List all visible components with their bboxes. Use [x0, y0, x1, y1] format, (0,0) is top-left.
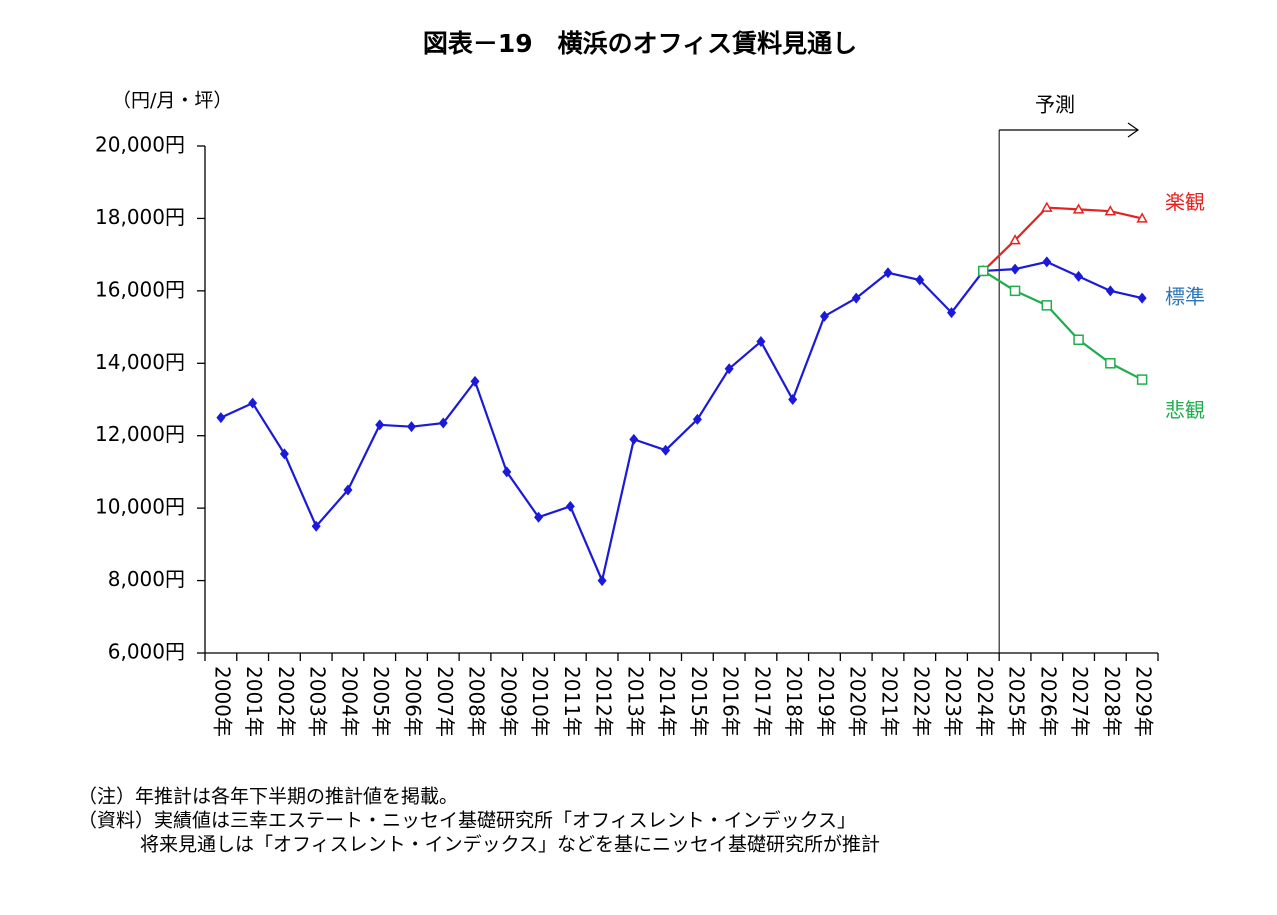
- x-tick-label: 2022年: [909, 666, 933, 737]
- x-tick-label: 2005年: [369, 666, 393, 737]
- x-tick-label: 2000年: [210, 666, 234, 737]
- note: （資料）実績値は三幸エステート・ニッセイ基礎研究所「オフィスレント・インデックス…: [78, 810, 856, 832]
- marker: [1074, 270, 1084, 282]
- x-tick-label: 2011年: [560, 666, 584, 737]
- marker: [1136, 374, 1148, 385]
- y-tick-label: 16,000円: [95, 277, 185, 301]
- x-tick-label: 2010年: [528, 666, 552, 737]
- x-tick-label: 2021年: [877, 666, 901, 737]
- y-tick-label: 8,000円: [108, 567, 185, 591]
- note: （注）年推計は各年下半期の推計値を掲載。: [78, 786, 458, 808]
- y-tick-label: 14,000円: [95, 350, 185, 374]
- series-label: 悲観: [1165, 398, 1205, 422]
- y-tick-label: 18,000円: [95, 205, 185, 229]
- x-tick-label: 2009年: [496, 666, 520, 737]
- y-tick-label: 20,000円: [95, 133, 185, 157]
- marker: [1009, 285, 1021, 297]
- marker: [915, 274, 925, 286]
- x-tick-label: 2020年: [846, 666, 870, 737]
- x-tick-label: 2023年: [941, 666, 965, 737]
- x-tick-label: 2019年: [814, 666, 838, 737]
- marker: [788, 394, 798, 405]
- marker: [311, 520, 321, 532]
- y-tick-label: 12,000円: [95, 422, 185, 446]
- marker: [470, 375, 480, 387]
- marker: [661, 444, 671, 456]
- marker: [1041, 300, 1053, 311]
- marker: [629, 433, 639, 445]
- y-tick-label: 6,000円: [108, 640, 185, 664]
- x-tick-label: 2025年: [1005, 666, 1029, 737]
- marker: [1009, 234, 1021, 245]
- marker: [216, 412, 226, 424]
- x-tick-label: 2012年: [592, 666, 616, 737]
- marker: [1072, 203, 1085, 214]
- forecast-arrowhead: [1127, 122, 1140, 138]
- x-tick-label: 2003年: [306, 666, 330, 737]
- marker: [1073, 334, 1084, 345]
- marker: [343, 484, 353, 496]
- x-tick-label: 2026年: [1036, 666, 1060, 737]
- marker: [756, 336, 766, 348]
- chart-title: 図表－19 横浜のオフィス賃料見通し: [423, 29, 857, 58]
- x-tick-label: 2008年: [465, 666, 489, 737]
- marker: [724, 363, 734, 375]
- marker: [819, 310, 829, 322]
- marker: [1136, 212, 1148, 223]
- marker: [502, 466, 512, 478]
- marker: [565, 500, 575, 512]
- x-tick-label: 2014年: [655, 666, 679, 737]
- note: 将来見通しは「オフィスレント・インデックス」などを基にニッセイ基礎研究所が推計: [140, 834, 880, 856]
- annotation: 予測: [1035, 93, 1075, 117]
- marker: [692, 413, 702, 425]
- marker: [883, 267, 893, 279]
- x-tick-label: 2027年: [1068, 666, 1092, 737]
- x-tick-label: 2024年: [973, 666, 997, 737]
- marker: [851, 292, 861, 304]
- marker: [1104, 205, 1117, 216]
- marker: [375, 419, 385, 431]
- y-tick-label: 10,000円: [95, 495, 185, 519]
- x-tick-label: 2006年: [401, 666, 425, 737]
- marker: [1042, 256, 1052, 268]
- series-label: 楽観: [1165, 190, 1205, 214]
- marker: [279, 448, 289, 460]
- x-tick-label: 2017年: [750, 666, 774, 737]
- marker: [947, 307, 957, 319]
- x-tick-label: 2001年: [242, 666, 266, 737]
- marker: [1105, 285, 1115, 297]
- x-tick-label: 2029年: [1132, 666, 1156, 737]
- x-tick-label: 2016年: [719, 666, 743, 737]
- marker: [534, 511, 544, 523]
- x-tick-label: 2002年: [274, 666, 298, 737]
- marker: [1010, 263, 1020, 275]
- x-tick-label: 2015年: [687, 666, 711, 737]
- series-line: [220, 260, 1143, 585]
- series-line: [982, 270, 1143, 381]
- marker: [438, 417, 448, 429]
- marker: [978, 265, 989, 277]
- marker: [1137, 292, 1147, 304]
- marker: [1105, 358, 1116, 369]
- x-tick-label: 2007年: [433, 666, 457, 737]
- x-tick-label: 2004年: [337, 666, 361, 737]
- series-line: [982, 206, 1143, 272]
- y-axis-label: （円/月・坪）: [112, 90, 232, 112]
- series-label: 標準: [1165, 285, 1205, 309]
- marker: [248, 397, 258, 409]
- marker: [406, 421, 416, 433]
- x-tick-label: 2018年: [782, 666, 806, 737]
- x-tick-label: 2013年: [623, 666, 647, 737]
- x-tick-label: 2028年: [1100, 666, 1124, 737]
- marker: [597, 575, 607, 587]
- marker: [1041, 201, 1053, 212]
